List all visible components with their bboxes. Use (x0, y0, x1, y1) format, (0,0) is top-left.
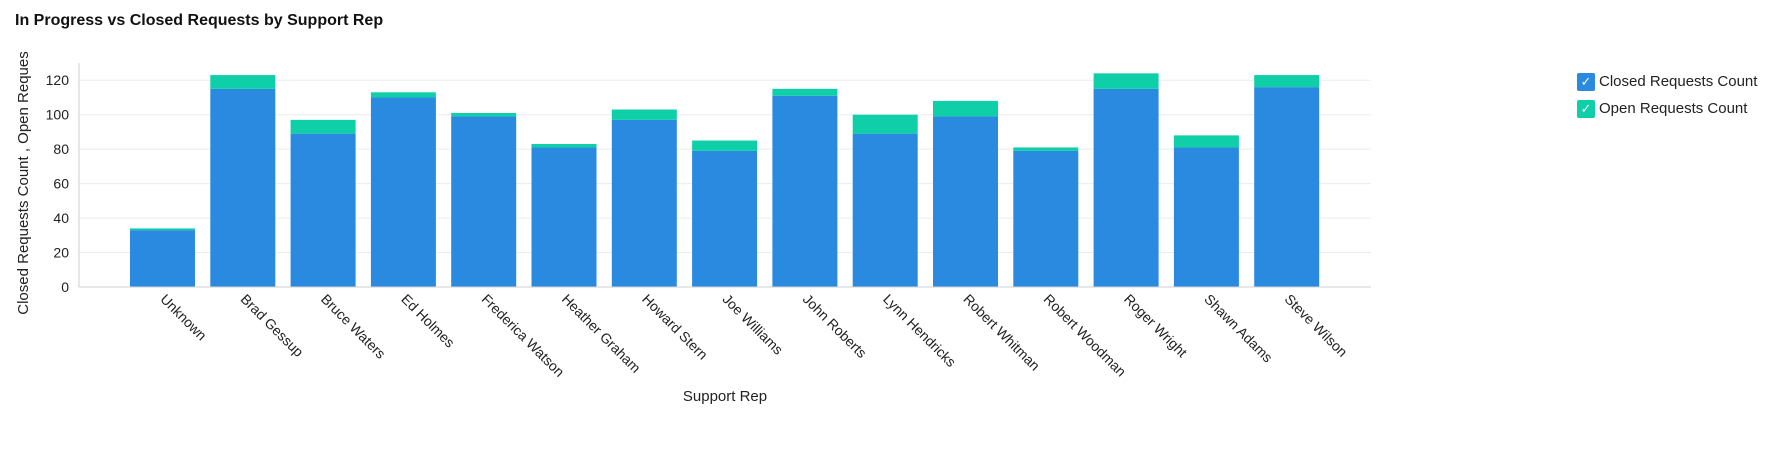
bar-open[interactable] (1254, 75, 1320, 88)
y-tick-label: 120 (46, 72, 70, 88)
checkbox-checked-icon[interactable]: ✓ (1577, 99, 1595, 118)
y-tick-label: 0 (61, 279, 69, 295)
x-tick-label: Robert Whitman (960, 291, 1043, 374)
bar-closed[interactable] (210, 88, 276, 287)
bar-closed[interactable] (692, 150, 758, 287)
legend-label: Open Requests Count (1599, 100, 1748, 117)
bar-open[interactable] (531, 143, 597, 148)
bar-closed[interactable] (772, 95, 838, 287)
y-tick-labels: 0 20 40 60 80 100 120 (46, 72, 70, 295)
y-tick-label: 40 (53, 210, 69, 226)
bar-open[interactable] (290, 119, 356, 134)
checkbox-checked-icon[interactable]: ✓ (1577, 72, 1595, 91)
chart-title: In Progress vs Closed Requests by Suppor… (15, 12, 384, 29)
bar-open[interactable] (611, 109, 677, 120)
bar-open[interactable] (130, 228, 195, 231)
y-axis-label: Closed Requests Count , Open Reques (15, 51, 32, 315)
y-tick-label: 60 (53, 176, 69, 192)
y-tick-label: 80 (53, 141, 69, 157)
bar-closed[interactable] (933, 116, 998, 288)
x-tick-label: John Roberts (800, 291, 870, 361)
bar-open[interactable] (1013, 147, 1079, 151)
bar-open[interactable] (1093, 73, 1159, 89)
x-tick-labels: Unknown Brad Gessup Bruce Waters Ed Holmes F… (157, 291, 1350, 380)
x-tick-label: Brad Gessup (238, 291, 307, 360)
bar-closed[interactable] (370, 97, 436, 287)
bar-closed[interactable] (852, 133, 918, 287)
bar-closed[interactable] (130, 230, 195, 287)
x-axis-label: Support Rep (683, 388, 767, 405)
bar-closed[interactable] (1013, 150, 1079, 287)
x-tick-label: Robert Woodman (1041, 291, 1130, 380)
bar-open[interactable] (210, 75, 276, 89)
bar-closed[interactable] (1254, 87, 1320, 287)
bars (130, 73, 1320, 288)
axes (78, 63, 1371, 288)
x-tick-label: Steve Wilson (1282, 291, 1351, 360)
legend-label: Closed Requests Count (1599, 73, 1758, 90)
y-tick-label: 100 (46, 107, 70, 123)
bar-open[interactable] (852, 114, 918, 134)
x-tick-label: Frederica Watson (479, 291, 568, 380)
legend-item-open[interactable]: ✓ Open Requests Count (1577, 99, 1757, 118)
bar-open[interactable] (933, 100, 998, 117)
x-tick-label: Howard Stern (639, 291, 711, 363)
bar-open[interactable] (772, 88, 838, 96)
x-tick-label: Roger Wright (1121, 291, 1191, 361)
bar-open[interactable] (692, 140, 758, 151)
y-tick-label: 20 (53, 245, 69, 261)
x-tick-label: Ed Holmes (398, 291, 458, 351)
x-tick-label: Joe Williams (719, 291, 786, 358)
bar-closed[interactable] (290, 133, 356, 287)
x-tick-label: Bruce Waters (318, 291, 389, 362)
bar-closed[interactable] (531, 147, 597, 287)
bar-closed[interactable] (1173, 147, 1239, 287)
bar-open[interactable] (451, 112, 517, 117)
x-tick-label: Lynn Hendricks (880, 291, 959, 370)
bar-open[interactable] (1173, 135, 1239, 148)
bar-closed[interactable] (1093, 88, 1159, 287)
legend: ✓ Closed Requests Count ✓ Open Requests … (1577, 72, 1757, 126)
chart-plot: 0 20 40 60 80 100 120 Unknown Brad Gessup Bruce … (15, 51, 1371, 405)
bar-open[interactable] (370, 92, 436, 98)
x-tick-label: Heather Graham (559, 291, 644, 376)
x-tick-label: Shawn Adams (1201, 291, 1276, 366)
x-tick-label: Unknown (157, 291, 210, 344)
bar-closed[interactable] (611, 119, 677, 287)
legend-item-closed[interactable]: ✓ Closed Requests Count (1577, 72, 1757, 91)
bar-closed[interactable] (451, 116, 517, 288)
